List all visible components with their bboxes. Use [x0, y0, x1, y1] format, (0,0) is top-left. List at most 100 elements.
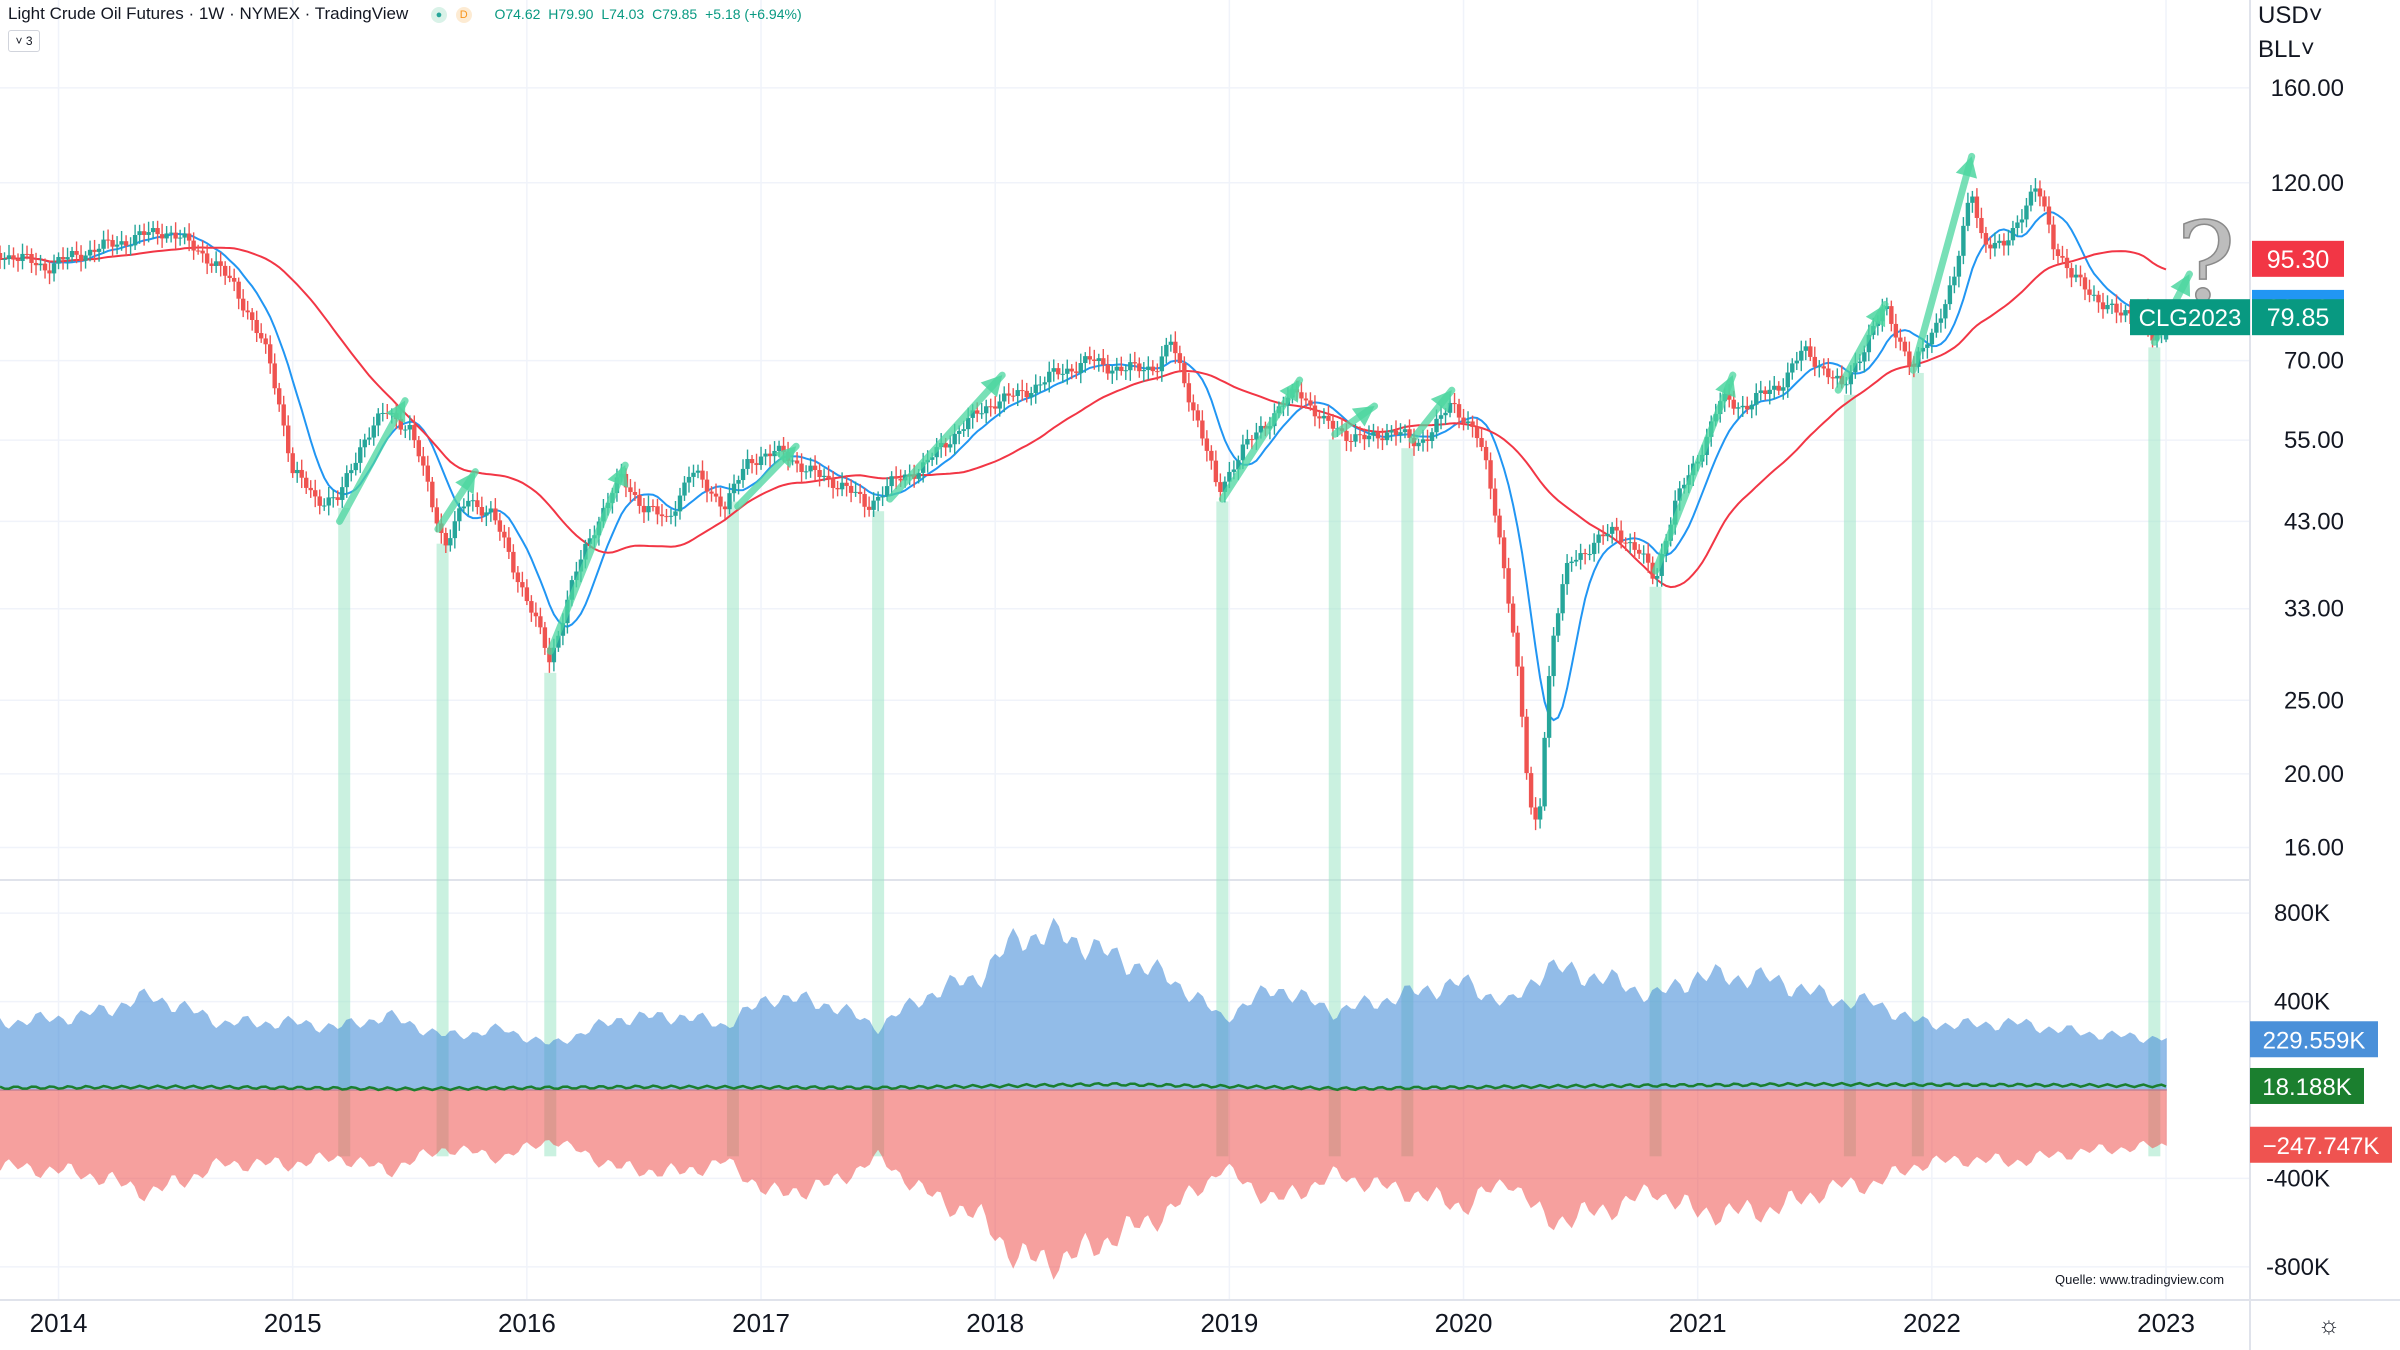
candle	[808, 457, 813, 478]
candle-body	[1970, 196, 1975, 203]
candle	[1600, 525, 1606, 545]
candle	[470, 493, 476, 512]
candle-body	[709, 491, 714, 494]
candle	[1083, 352, 1088, 373]
candle	[1402, 424, 1408, 439]
candle	[38, 254, 43, 271]
candle-body	[1366, 435, 1372, 440]
candle-body	[484, 512, 489, 516]
candle	[1902, 336, 1908, 357]
candle	[1830, 370, 1836, 390]
candle-body	[700, 470, 705, 480]
candle-body	[1983, 233, 1989, 245]
candle-body	[367, 437, 372, 440]
year-tick-label: 2019	[1200, 1308, 1258, 1338]
candle-body	[1790, 363, 1795, 373]
trend-arrow-head	[1715, 375, 1736, 398]
candle-body	[1209, 450, 1214, 461]
candle	[1092, 349, 1097, 370]
candle-body	[1056, 368, 1061, 375]
candle-body	[1578, 553, 1583, 560]
candle	[673, 500, 678, 527]
ohlc-change: +5.18 (+6.94%)	[705, 6, 802, 22]
candle-body	[1146, 366, 1151, 371]
candle	[110, 234, 115, 258]
candle	[799, 453, 804, 483]
candle	[857, 483, 863, 504]
candle-body	[1002, 393, 1007, 402]
candle	[2064, 248, 2070, 279]
trend-arrow-head	[980, 375, 1003, 398]
candle	[1965, 192, 1971, 232]
candle-body	[637, 494, 642, 506]
candle	[1002, 386, 1007, 413]
candle	[502, 524, 507, 549]
candle-body	[452, 521, 458, 539]
candle-body	[1492, 488, 1498, 516]
candle-body	[1749, 404, 1754, 410]
candle-body	[119, 241, 124, 245]
cot-tick-label: -800K	[2266, 1254, 2330, 1281]
candle-body	[1182, 363, 1187, 384]
candle-body	[2046, 206, 2052, 225]
indicator-collapse-button[interactable]: ˅ 3	[8, 30, 40, 52]
price-value-label-bg	[2252, 299, 2344, 336]
candle	[664, 508, 669, 522]
candle-body	[1618, 530, 1624, 543]
candle-body	[195, 250, 201, 252]
candle-body	[1515, 632, 1520, 667]
candle-body	[1177, 353, 1183, 364]
candle-body	[218, 261, 223, 266]
candle-body	[745, 459, 750, 469]
candle	[875, 491, 881, 512]
candle	[159, 223, 165, 248]
candle-body	[1245, 439, 1250, 445]
candle-body	[1465, 421, 1471, 424]
year-tick-label: 2022	[1903, 1308, 1961, 1338]
candles	[0, 178, 2169, 831]
currency-selector[interactable]: USD˅	[2258, 2, 2323, 29]
candle-body	[754, 463, 759, 466]
candle-body	[857, 491, 863, 495]
candle	[1348, 434, 1354, 452]
candle-body	[313, 490, 318, 497]
candle-body	[641, 505, 647, 513]
candle-body	[155, 228, 160, 235]
unit-selector[interactable]: BLL˅	[2258, 36, 2315, 63]
candle-body	[704, 479, 710, 492]
candle-body	[204, 253, 210, 264]
candle	[1772, 376, 1777, 400]
candle-body	[105, 239, 111, 241]
candle-body	[1074, 371, 1079, 373]
candle	[1245, 429, 1250, 450]
candle	[2055, 243, 2061, 264]
gear-icon[interactable]: ☼	[2318, 1312, 2340, 1339]
candle-body	[1488, 460, 1493, 489]
candle-body	[340, 487, 345, 500]
candle-body	[87, 249, 93, 256]
candle	[236, 277, 241, 310]
candle	[1119, 356, 1124, 376]
candle-body	[1853, 363, 1858, 373]
candle-body	[1330, 420, 1336, 429]
candle	[11, 247, 16, 268]
candle	[2087, 279, 2092, 303]
candle-body	[1092, 359, 1097, 362]
candle	[736, 475, 741, 495]
candle	[331, 489, 336, 508]
candle	[2015, 215, 2020, 237]
candle	[281, 395, 286, 437]
candle	[340, 476, 345, 508]
candle-body	[47, 270, 52, 274]
candle	[1123, 364, 1129, 380]
cot-tick-label: 400K	[2274, 989, 2330, 1016]
symbol-title[interactable]: Light Crude Oil Futures · 1W · NYMEX · T…	[8, 4, 409, 23]
candle	[204, 244, 210, 275]
candle	[177, 229, 183, 246]
candle-body	[371, 425, 376, 438]
candle-body	[430, 481, 435, 508]
candle-body	[11, 255, 16, 260]
candle-body	[1078, 363, 1083, 373]
year-tick-label: 2020	[1435, 1308, 1493, 1338]
